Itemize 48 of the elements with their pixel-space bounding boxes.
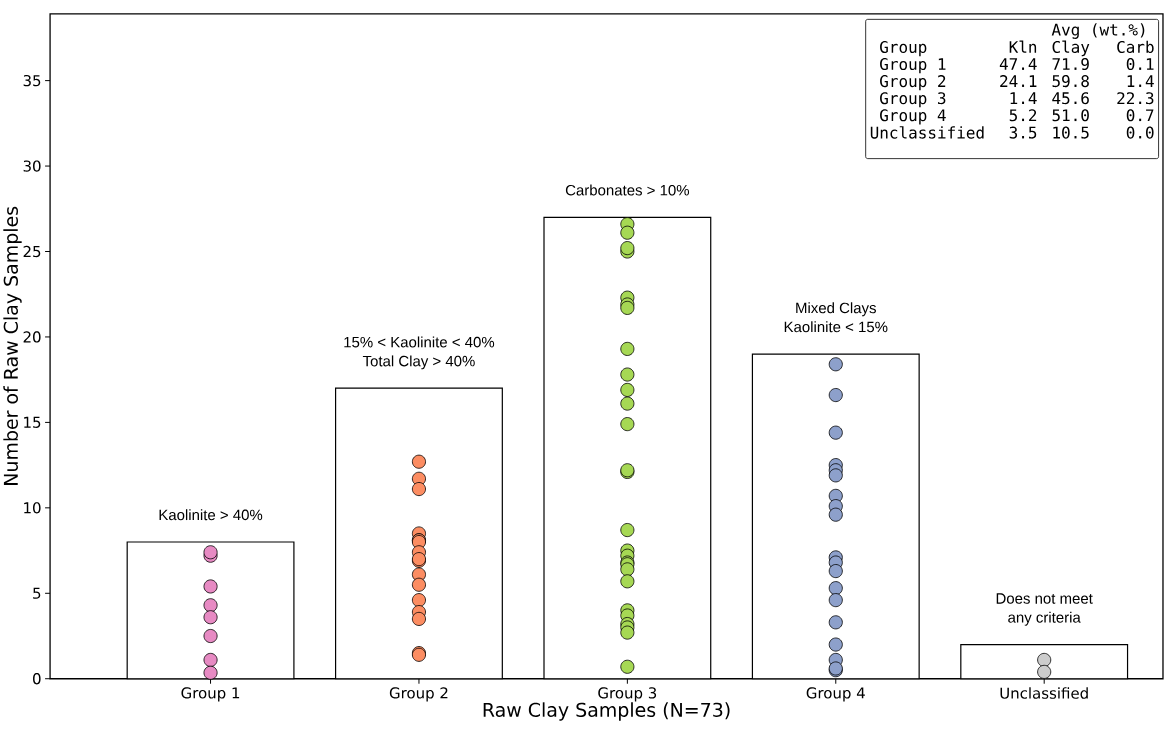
annotation: 59.8 xyxy=(1052,75,1089,88)
x-tick-label: Unclassified xyxy=(1000,687,1088,700)
annotation: 3.5 xyxy=(1009,126,1037,139)
annotation: 5.2 xyxy=(1009,109,1037,122)
annotation: 1.4 xyxy=(1010,92,1037,105)
annotation: Unclassified xyxy=(870,126,984,139)
annotation: 0.1 xyxy=(1126,58,1154,71)
annotation: Group 1 xyxy=(880,58,946,74)
annotation: Group 4 xyxy=(880,109,946,125)
annotation: 51.0 xyxy=(1052,109,1089,122)
annotation: 47.4 xyxy=(999,58,1037,71)
y-tick-label: 0 xyxy=(33,673,41,685)
y-tick-label: 5 xyxy=(33,587,41,600)
annotation: 15% < Kaolinite < 40% xyxy=(344,336,495,348)
annotation: Kaolinite > 40% xyxy=(159,509,263,521)
annotation: any criteria xyxy=(1008,611,1081,626)
x-tick-label: Group 3 xyxy=(598,687,657,702)
annotation: Does not meet xyxy=(996,593,1093,604)
annotation: 71.9 xyxy=(1052,58,1089,71)
x-tick-label: Group 4 xyxy=(806,687,865,702)
annotation: Carbonates > 10% xyxy=(565,184,690,196)
annotation: Kln xyxy=(1009,40,1037,53)
y-tick-label: 25 xyxy=(23,246,41,258)
annotation: 1.4 xyxy=(1127,75,1154,88)
x-axis-title: Raw Clay Samples (N=73) xyxy=(483,702,730,721)
x-tick-label: Group 2 xyxy=(389,687,448,702)
y-axis-title: Number of Raw Clay Samples xyxy=(3,207,22,486)
annotation: Clay xyxy=(1052,40,1090,57)
y-tick-label: 20 xyxy=(23,331,41,343)
x-tick-label: Group 1 xyxy=(181,687,240,702)
annotation: 10.5 xyxy=(1053,126,1089,139)
annotation: Kaolinite < 15% xyxy=(784,321,888,333)
y-tick-label: 15 xyxy=(24,417,41,429)
annotation: Total Clay > 40% xyxy=(362,355,475,370)
annotation: Avg (wt.%) xyxy=(1051,23,1145,40)
annotation: Group 3 xyxy=(880,92,946,108)
y-tick-label: 30 xyxy=(23,160,41,172)
annotation: Carb xyxy=(1117,40,1154,54)
annotation: 45.6 xyxy=(1052,92,1089,105)
annotation: Mixed Clays xyxy=(796,302,876,317)
annotation: Group 2 xyxy=(880,75,946,91)
annotation: 24.1 xyxy=(1000,75,1037,88)
y-tick-label: 10 xyxy=(24,502,41,514)
y-tick-label: 35 xyxy=(23,75,41,87)
annotation: 0.0 xyxy=(1126,126,1154,139)
annotation: Group xyxy=(880,41,927,57)
annotation: 22.3 xyxy=(1117,92,1154,105)
annotation: 0.7 xyxy=(1126,109,1154,122)
